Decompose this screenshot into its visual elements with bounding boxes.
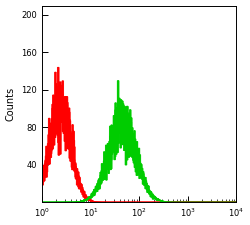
Y-axis label: Counts: Counts bbox=[6, 87, 16, 121]
